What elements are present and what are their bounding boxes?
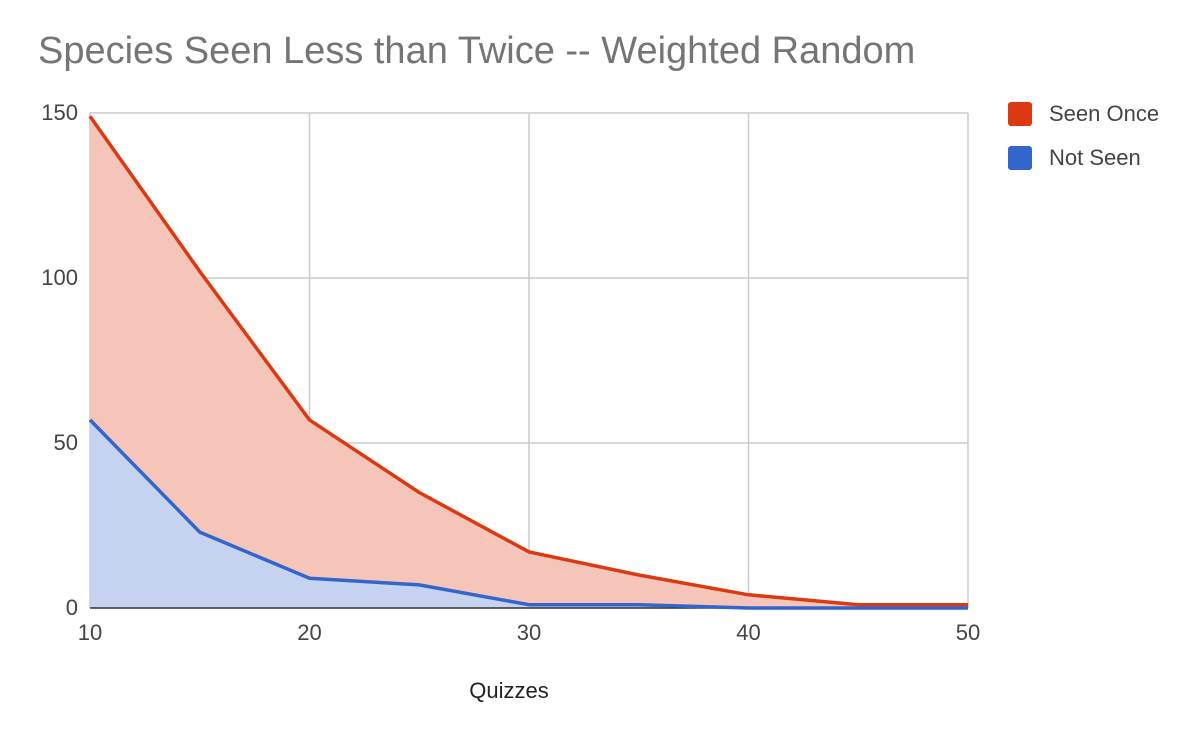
y-tick-label-0: 0 [66,595,78,620]
area-not-seen [90,419,968,608]
legend-swatch-seen-once [1008,102,1032,126]
x-tick-label-50: 50 [956,620,980,645]
line-seen-once [88,115,968,607]
legend-label-not-seen: Not Seen [1049,145,1141,170]
y-tick-label-150: 150 [41,100,78,125]
y-tick-label-100: 100 [41,265,78,290]
legend-swatch-not-seen [1008,146,1032,170]
y-tick-label-50: 50 [54,430,78,455]
x-tick-label-10: 10 [78,620,102,645]
legend-label-seen-once: Seen Once [1049,101,1160,126]
x-tick-label-30: 30 [517,620,541,645]
area-seen-once [90,116,968,609]
legend: Seen Once Not Seen [1008,98,1159,186]
line-not-seen [88,418,968,610]
legend-item-not-seen[interactable]: Not Seen [1008,142,1159,174]
x-axis-title: Quizzes [469,678,548,703]
x-tick-label-40: 40 [736,620,760,645]
x-tick-label-20: 20 [297,620,321,645]
chart-title: Species Seen Less than Twice -- Weighted… [38,30,916,72]
legend-item-seen-once[interactable]: Seen Once [1008,98,1159,130]
